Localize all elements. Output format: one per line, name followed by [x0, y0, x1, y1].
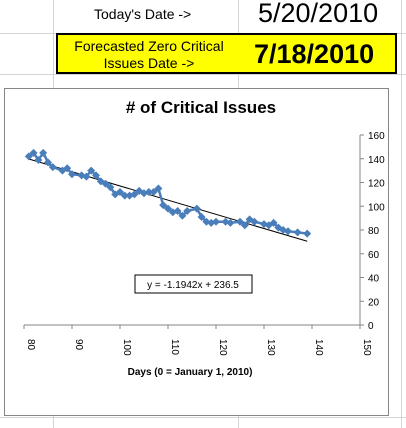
x-tick-label: 120: [217, 339, 228, 356]
y-tick-label: 20: [368, 297, 380, 308]
y-tick-label: 0: [368, 321, 374, 332]
data-point: [192, 204, 201, 213]
data-point: [68, 170, 76, 179]
data-point: [149, 188, 158, 196]
x-tick-label: 150: [361, 339, 372, 356]
data-point: [159, 201, 168, 210]
data-point: [39, 148, 48, 157]
data-point: [240, 221, 249, 230]
sheet-gridline: [401, 0, 402, 428]
x-tick-label: 80: [25, 339, 36, 351]
sheet-gridline: [0, 417, 406, 418]
y-tick-label: 80: [368, 226, 380, 237]
data-point: [154, 184, 163, 193]
data-point: [303, 229, 312, 238]
data-point: [82, 172, 91, 181]
x-tick-label: 110: [169, 339, 180, 355]
y-tick-label: 140: [368, 155, 385, 166]
x-tick-label: 100: [121, 339, 132, 356]
data-point: [44, 158, 52, 167]
data-point: [197, 212, 206, 221]
trendline: [28, 158, 308, 242]
y-tick-label: 100: [368, 202, 385, 213]
chart-area[interactable]: # of Critical Issues Days (0 = January 1…: [4, 88, 389, 416]
data-point: [48, 163, 57, 172]
forecast-value-cell: 7/18/2010: [254, 39, 375, 69]
y-tick-label: 160: [368, 131, 385, 142]
data-point: [284, 227, 292, 236]
data-point: [212, 217, 220, 226]
data-point: [236, 217, 244, 226]
data-point: [130, 190, 139, 199]
trendline-equation: y = -1.1942x + 236.5: [147, 280, 239, 291]
chart-title: # of Critical Issues: [126, 98, 276, 117]
data-point: [293, 228, 302, 237]
data-point: [226, 218, 235, 227]
forecast-box[interactable]: Forecasted Zero Critical Issues Date -> …: [56, 33, 397, 74]
data-point: [34, 155, 43, 164]
critical-issues-chart: # of Critical Issues Days (0 = January 1…: [23, 98, 385, 378]
data-point: [178, 211, 187, 220]
data-point: [269, 218, 278, 227]
data-point: [29, 148, 38, 157]
y-tick-label: 40: [368, 274, 380, 285]
data-point: [183, 207, 192, 215]
trendline-equation-box[interactable]: [134, 274, 253, 294]
data-point: [120, 191, 129, 200]
y-tick-label: 60: [368, 250, 380, 261]
sheet-gridline: [0, 74, 406, 75]
data-point: [144, 188, 153, 196]
data-point: [101, 179, 110, 188]
data-point: [106, 183, 115, 192]
series-line: [28, 151, 308, 235]
x-tick-label: 140: [313, 339, 324, 356]
today-label-cell[interactable]: Today's Date ->: [94, 6, 192, 22]
data-point: [125, 191, 134, 200]
y-tick-label: 120: [368, 179, 385, 190]
data-point: [116, 188, 124, 196]
x-axis-label: Days (0 = January 1, 2010): [128, 367, 253, 378]
x-tick-label: 130: [265, 339, 276, 356]
data-point: [250, 217, 259, 226]
data-point: [92, 171, 100, 180]
data-point: [173, 207, 182, 215]
data-point: [24, 152, 33, 161]
data-point: [164, 204, 172, 213]
today-value-cell[interactable]: 5/20/2010: [258, 0, 379, 28]
x-tick-label: 90: [73, 339, 84, 351]
data-point: [87, 166, 96, 175]
forecast-label-cell: Forecasted Zero Critical Issues Date ->: [74, 38, 224, 71]
